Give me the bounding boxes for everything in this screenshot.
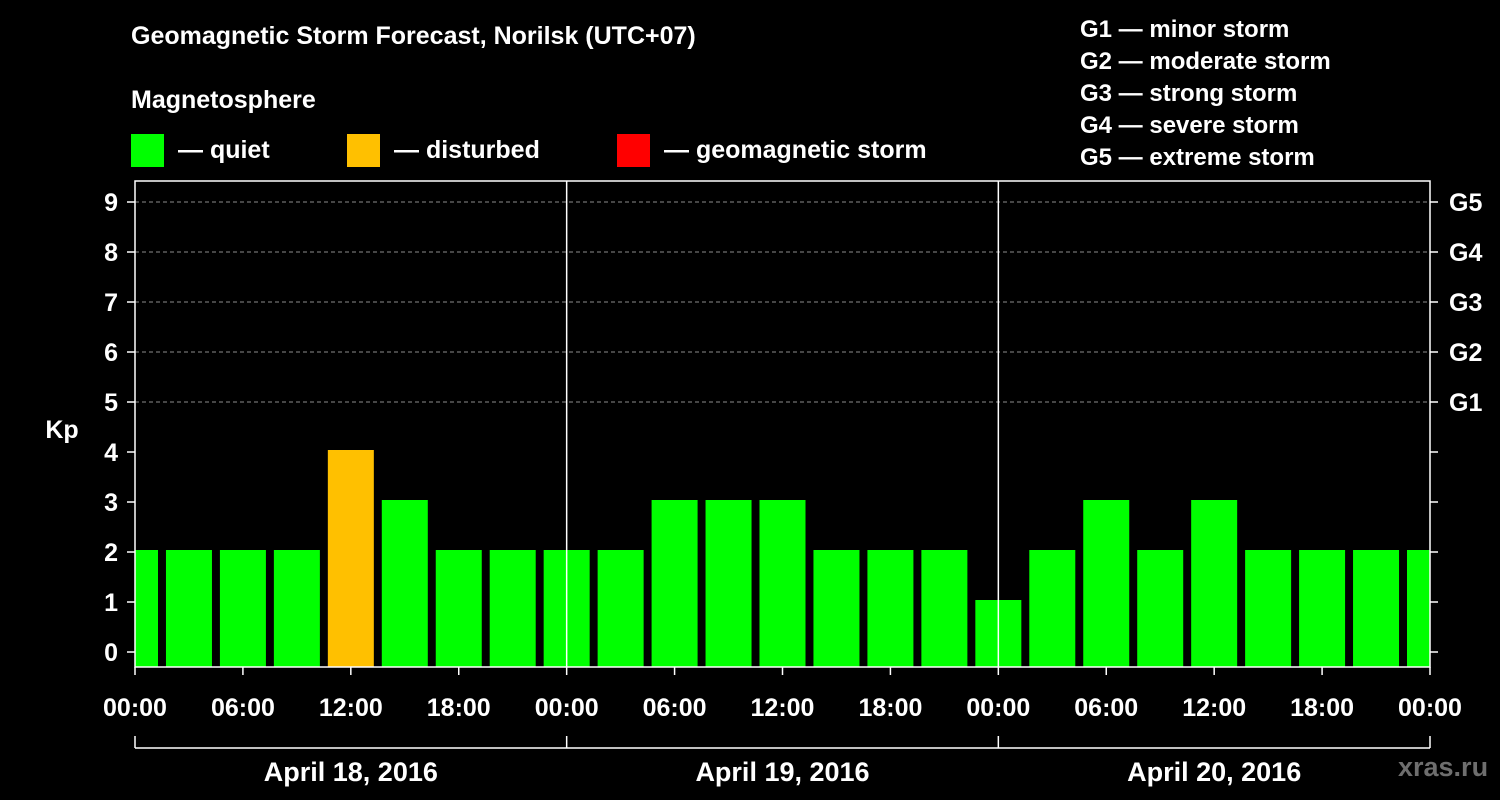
x-tick-label-5: 06:00 <box>643 694 707 722</box>
y-tick-label-7: 7 <box>104 289 118 317</box>
bar-21 <box>1245 550 1292 667</box>
bar-23 <box>1353 550 1400 667</box>
bar-17 <box>1029 550 1076 667</box>
g-level-label-G1: G1 <box>1449 389 1482 417</box>
g-level-label-G4: G4 <box>1449 239 1482 267</box>
storm-scale-g4: G4 — severe storm <box>1080 112 1299 139</box>
storm-scale-g2: G2 — moderate storm <box>1080 48 1331 75</box>
x-tick-label-10: 12:00 <box>1182 694 1246 722</box>
bar-18 <box>1083 500 1130 667</box>
legend-storm-label: — geomagnetic storm <box>664 136 927 164</box>
watermark: xras.ru <box>1398 752 1489 782</box>
storm-scale-g3: G3 — strong storm <box>1080 80 1298 107</box>
legend-quiet-swatch <box>131 134 164 167</box>
bar-1 <box>165 550 212 667</box>
y-tick-label-1: 1 <box>104 589 118 617</box>
y-tick-label-4: 4 <box>104 439 118 467</box>
y-tick-label-3: 3 <box>104 489 118 517</box>
x-tick-label-4: 00:00 <box>535 694 599 722</box>
y-axis-label: Kp <box>45 416 78 444</box>
storm-scale-g1: G1 — minor storm <box>1080 16 1290 43</box>
bar-14 <box>867 550 914 667</box>
legend-storm: — geomagnetic storm <box>617 134 927 167</box>
chart-subtitle: Magnetosphere <box>131 86 316 114</box>
bar-10 <box>651 500 698 667</box>
g-level-label-G5: G5 <box>1449 189 1482 217</box>
x-tick-label-6: 12:00 <box>751 694 815 722</box>
y-tick-label-8: 8 <box>104 239 118 267</box>
bar-15 <box>921 550 968 667</box>
day-label-2: April 20, 2016 <box>1127 757 1301 787</box>
bar-6 <box>435 550 482 667</box>
bar-5 <box>381 500 428 667</box>
bar-0 <box>135 550 158 667</box>
bar-2 <box>219 550 266 667</box>
bar-7 <box>489 550 536 667</box>
x-tick-label-1: 06:00 <box>211 694 275 722</box>
chart-title: Geomagnetic Storm Forecast, Norilsk (UTC… <box>131 22 696 50</box>
x-tick-label-8: 00:00 <box>966 694 1030 722</box>
x-tick-label-0: 00:00 <box>103 694 167 722</box>
bar-9 <box>597 550 644 667</box>
bar-3 <box>273 550 320 667</box>
x-tick-label-9: 06:00 <box>1074 694 1138 722</box>
x-tick-label-3: 18:00 <box>427 694 491 722</box>
y-tick-label-0: 0 <box>104 639 118 667</box>
bar-11 <box>705 500 752 667</box>
g-level-label-G2: G2 <box>1449 339 1482 367</box>
bar-24 <box>1407 550 1430 667</box>
day-label-0: April 18, 2016 <box>264 757 438 787</box>
storm-scale-legend: G1 — minor storm G2 — moderate storm G3 … <box>1080 14 1331 174</box>
bar-13 <box>813 550 860 667</box>
legend-quiet-label: — quiet <box>178 136 270 164</box>
x-tick-label-12: 00:00 <box>1398 694 1462 722</box>
y-tick-label-6: 6 <box>104 339 118 367</box>
y-tick-label-9: 9 <box>104 189 118 217</box>
legend-storm-swatch <box>617 134 650 167</box>
storm-scale-g5: G5 — extreme storm <box>1080 144 1315 171</box>
legend-disturbed-label: — disturbed <box>394 136 540 164</box>
y-tick-label-5: 5 <box>104 389 118 417</box>
day-label-1: April 19, 2016 <box>695 757 869 787</box>
legend-disturbed-swatch <box>347 134 380 167</box>
legend-quiet: — quiet <box>131 134 270 167</box>
legend-disturbed: — disturbed <box>347 134 540 167</box>
y-tick-label-2: 2 <box>104 539 118 567</box>
bar-4 <box>327 450 374 667</box>
x-tick-label-7: 18:00 <box>858 694 922 722</box>
x-tick-label-11: 18:00 <box>1290 694 1354 722</box>
g-level-label-G3: G3 <box>1449 289 1482 317</box>
bar-20 <box>1191 500 1238 667</box>
x-tick-label-2: 12:00 <box>319 694 383 722</box>
bar-22 <box>1299 550 1346 667</box>
bar-12 <box>759 500 806 667</box>
bar-19 <box>1137 550 1184 667</box>
